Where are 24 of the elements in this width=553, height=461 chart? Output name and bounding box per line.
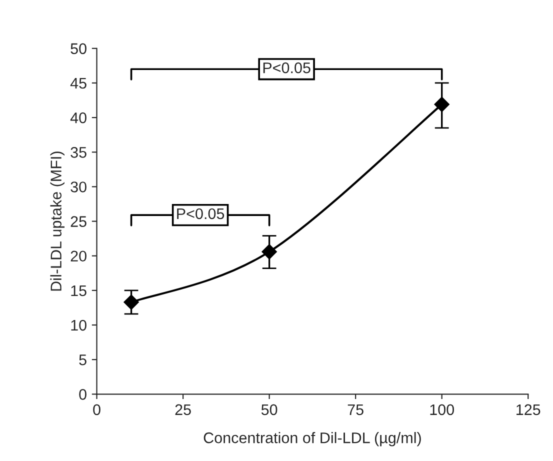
x-tick-label: 50 (261, 404, 278, 416)
y-tick-label: 45 (70, 78, 86, 89)
x-tick-label: 0 (93, 404, 100, 416)
y-tick-label: 10 (71, 320, 86, 331)
y-tick-label: 5 (79, 354, 86, 366)
x-axis-title: Concentration of Dil-LDL (µg/ml) (204, 432, 421, 446)
point (434, 96, 450, 112)
x-tick-label: 100 (430, 404, 454, 416)
y-tick-label: 50 (70, 43, 86, 54)
x-tick-label: 125 (516, 404, 540, 416)
annotation: P<0.05 (263, 62, 310, 74)
y-tick-label: 25 (70, 216, 86, 227)
y-tick-label: 30 (70, 182, 86, 192)
y-tick-label: 35 (70, 147, 86, 158)
y-tick-label: 40 (70, 112, 86, 124)
y-tick-label: 15 (71, 285, 86, 296)
y-tick-label: 20 (70, 250, 86, 262)
point (124, 294, 139, 310)
y-axis-title: Dil-LDL uptake (MFI) (50, 152, 65, 291)
y-tick-label: 0 (79, 389, 86, 400)
x-tick-label: 25 (175, 404, 191, 416)
point (262, 244, 277, 260)
x-tick-label: 75 (348, 404, 364, 416)
annotation: P<0.05 (177, 208, 224, 220)
